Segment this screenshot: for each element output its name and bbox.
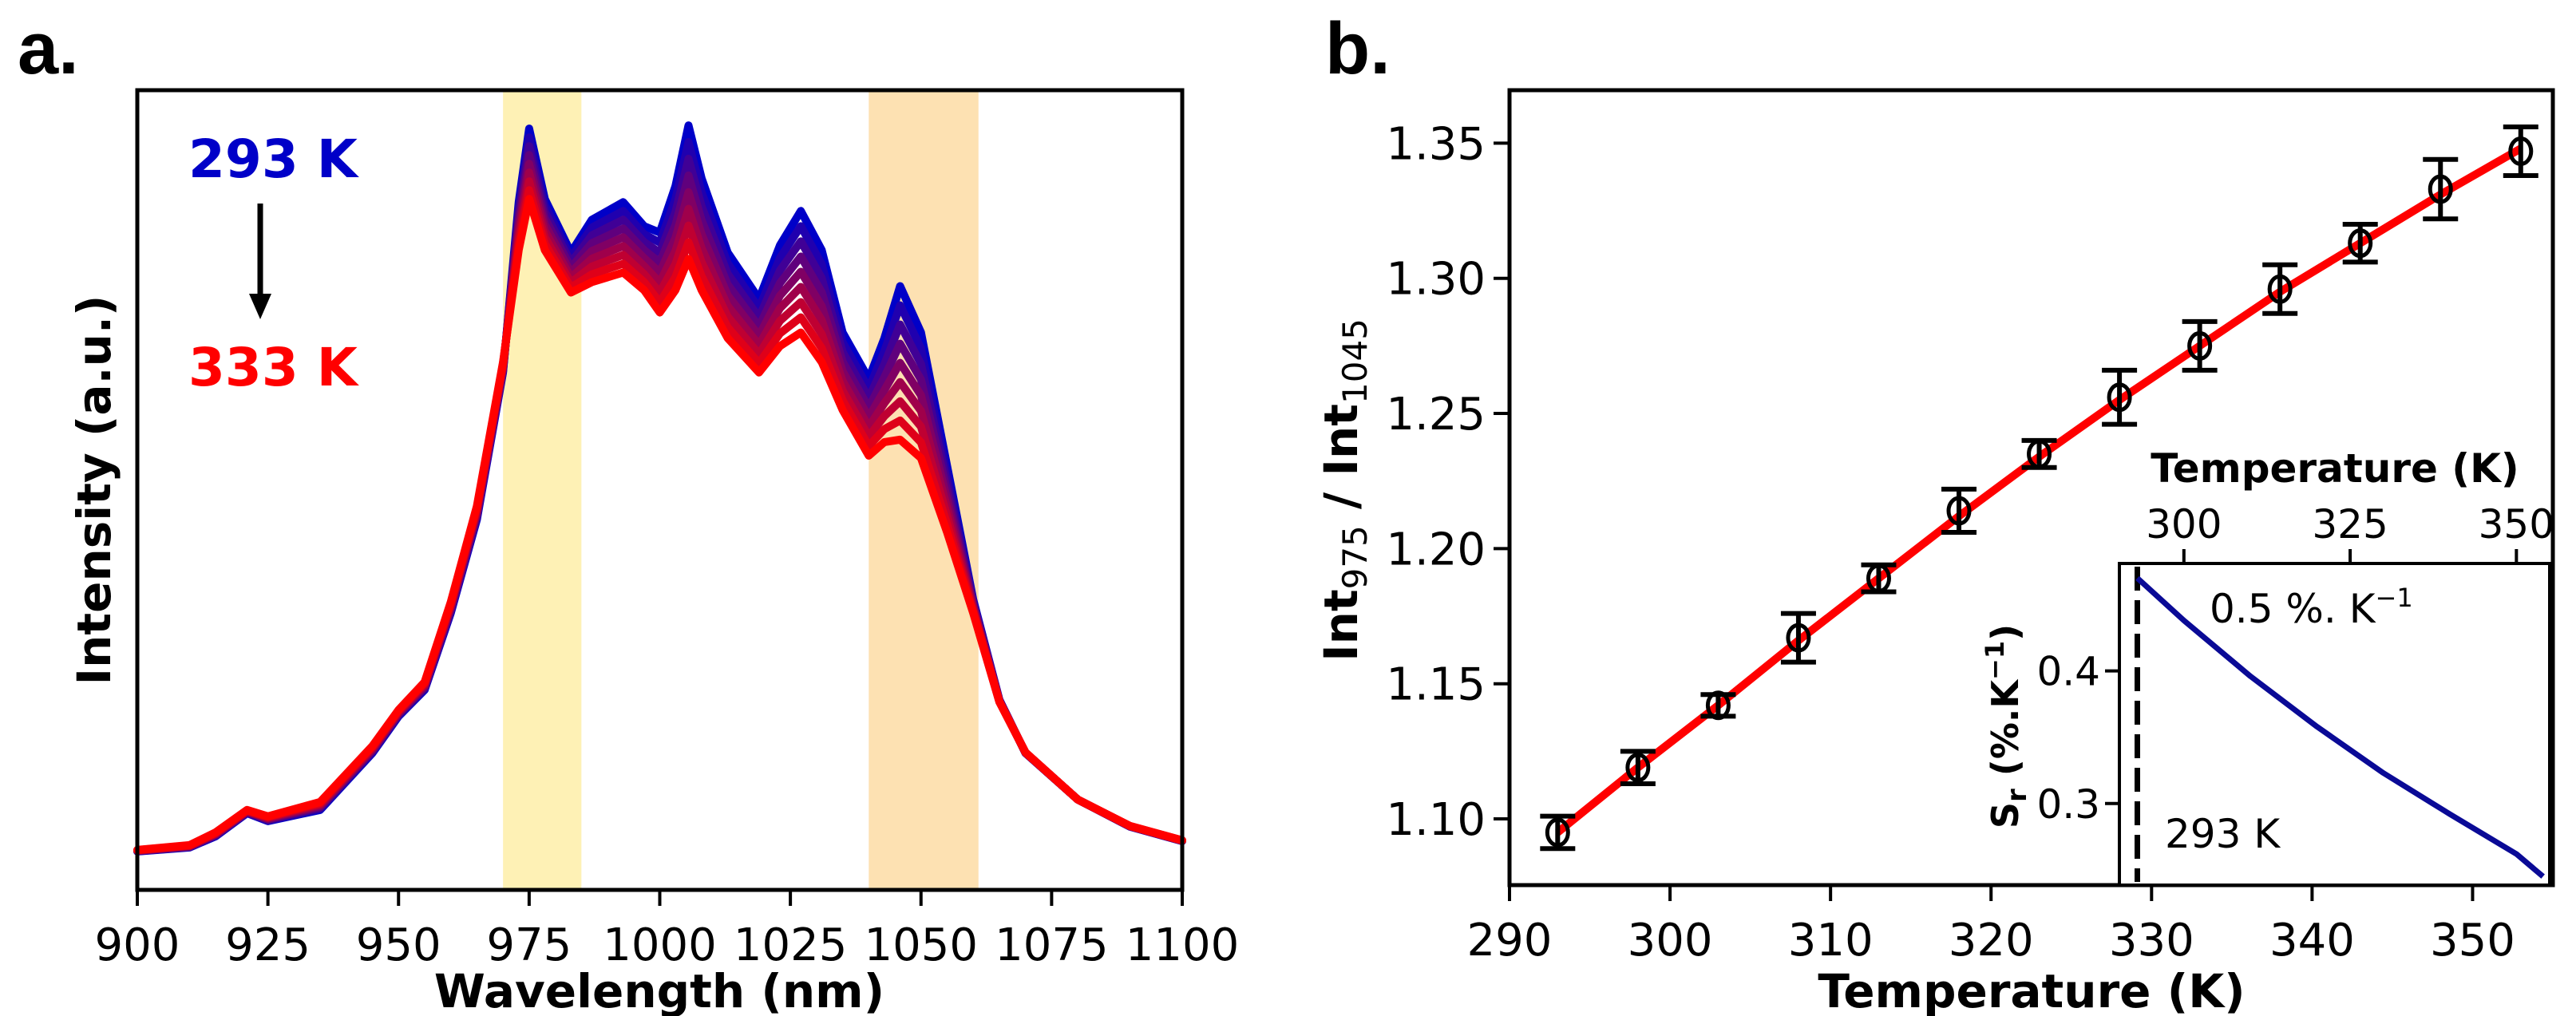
x-tick-label: 975 <box>486 919 572 971</box>
inset-x-tick-label: 350 <box>2479 501 2554 548</box>
data-point <box>2102 367 2138 427</box>
y-axis-label-b: Int975 / Int1045 <box>1314 318 1375 662</box>
data-points <box>1540 125 2538 852</box>
inset-x-axis-label: Temperature (K) <box>2151 445 2519 492</box>
x-tick-label: 290 <box>1467 915 1553 967</box>
inset-y-tick-label: 0.3 <box>2036 781 2100 828</box>
data-point <box>2021 437 2057 470</box>
x-tick-label: 1050 <box>864 919 978 971</box>
y-axis-label-a: Intensity (a.u.) <box>67 295 121 686</box>
x-axis-ticks-a: 900 925 950 975 1000 1025 1050 1075 1100 <box>95 890 1240 971</box>
x-tick-label: 310 <box>1788 915 1874 967</box>
y-tick-label: 1.30 <box>1386 254 1486 306</box>
x-tick-label: 1000 <box>603 919 717 971</box>
data-point <box>1861 562 1897 595</box>
data-point <box>1780 611 1816 665</box>
ratio-chart: 290 300 310 320 330 340 350 1.10 1.15 1.20 1.25 1.3… <box>1314 88 2555 1016</box>
marker-circle <box>2107 382 2132 413</box>
plot-frame-a <box>135 88 1185 892</box>
data-point <box>1941 486 1977 536</box>
x-tick-label: 925 <box>225 919 311 971</box>
inset-curve <box>2134 567 2545 882</box>
marker-circle <box>2348 228 2373 259</box>
x-axis-label-b: Temperature (K) <box>1818 964 2245 1016</box>
data-point <box>2342 221 2378 265</box>
inset-y-axis-label: Sr (%.K−1) <box>1980 624 2033 828</box>
marker-circle <box>2027 439 2052 469</box>
y-tick-label: 1.35 <box>1386 118 1486 170</box>
x-tick-label: 330 <box>2109 915 2194 967</box>
marker-circle <box>2428 174 2453 204</box>
x-tick-label: 320 <box>1949 915 2034 967</box>
plot-frame-b <box>1507 88 2555 888</box>
data-point <box>2423 156 2459 222</box>
marker-circle <box>1545 817 1570 848</box>
end-temp-label: 333 K <box>188 337 360 398</box>
sensitivity-inset: 300 325 350 0.3 0.4 Temperature (K) Sr (%.K−… <box>1980 445 2554 887</box>
marker-circle <box>1705 690 1731 721</box>
x-tick-label: 340 <box>2269 915 2355 967</box>
shaded-band <box>869 90 979 890</box>
marker-circle <box>2267 274 2293 304</box>
x-tick-label: 1025 <box>734 919 848 971</box>
start-temp-label: 293 K <box>188 128 360 190</box>
marker-circle <box>1866 563 1891 594</box>
x-tick-label: 900 <box>95 919 180 971</box>
x-tick-label: 300 <box>1628 915 1713 967</box>
x-tick-label: 1100 <box>1126 919 1240 971</box>
y-tick-label: 1.15 <box>1386 659 1486 711</box>
marker-circle <box>1946 496 1972 526</box>
axis-ticks-b: 290 300 310 320 330 340 350 1.10 1.15 1.20 1.25 1.3… <box>1386 118 2515 967</box>
data-point <box>2182 318 2218 373</box>
inset-sensitivity-annotation: 0.5 %. K−1 <box>2210 583 2413 632</box>
inset-temp-annotation: 293 K <box>2165 811 2281 857</box>
sensitivity-curve <box>2135 575 2545 879</box>
x-axis-label-a: Wavelength (nm) <box>434 964 884 1016</box>
y-tick-label: 1.10 <box>1386 794 1486 846</box>
inset-ticks: 300 325 350 0.3 0.4 <box>2036 501 2554 828</box>
spectrum-curve-333K <box>133 195 1186 854</box>
y-tick-label: 1.20 <box>1386 524 1486 575</box>
marker-circle <box>2508 136 2534 167</box>
x-tick-label: 350 <box>2430 915 2515 967</box>
shaded-bands <box>503 90 979 890</box>
x-tick-label: 950 <box>356 919 441 971</box>
arrow-down-icon <box>249 294 271 319</box>
y-tick-label: 1.25 <box>1386 389 1486 441</box>
x-tick-label: 1075 <box>995 919 1109 971</box>
inset-x-tick-label: 300 <box>2146 501 2222 548</box>
inset-y-tick-label: 0.4 <box>2036 649 2100 695</box>
data-point <box>1620 749 1656 787</box>
inset-x-tick-label: 325 <box>2312 501 2388 548</box>
panel-label-b: b. <box>1325 8 1391 89</box>
spectra-curves <box>133 121 1186 856</box>
data-point <box>1700 690 1736 721</box>
data-point <box>2503 125 2538 179</box>
marker-circle <box>1786 623 1811 653</box>
marker-circle <box>1625 753 1651 783</box>
data-point <box>1540 813 1576 852</box>
inset-frame <box>2118 562 2551 887</box>
data-point <box>2262 262 2298 316</box>
spectra-chart: 900 925 950 975 1000 1025 1050 1075 1100 293 K 3… <box>67 88 1240 1016</box>
panel-label-a: a. <box>18 8 79 89</box>
marker-circle <box>2187 330 2213 361</box>
